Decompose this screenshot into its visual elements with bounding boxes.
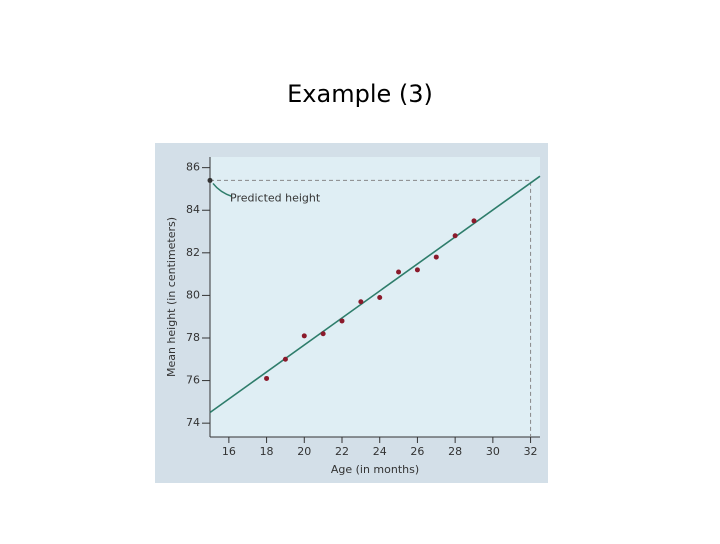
- x-tick-label: 28: [448, 445, 462, 458]
- x-tick-label: 20: [297, 445, 311, 458]
- point: [471, 218, 477, 224]
- x-tick-label: 18: [260, 445, 274, 458]
- plot-area: [210, 157, 540, 437]
- x-tick-label: 24: [373, 445, 387, 458]
- point: [282, 356, 288, 362]
- point: [433, 254, 439, 260]
- annotation: Predicted height: [230, 191, 321, 204]
- point: [320, 331, 326, 337]
- x-axis-label: Age (in months): [331, 463, 419, 476]
- x-tick-label: 22: [335, 445, 349, 458]
- point: [414, 267, 420, 273]
- x-tick-label: 32: [524, 445, 538, 458]
- point: [452, 233, 458, 239]
- x-tick-label: 16: [222, 445, 236, 458]
- point: [264, 375, 270, 381]
- point: [377, 295, 383, 301]
- y-tick-label: 80: [186, 288, 200, 301]
- y-tick-label: 74: [186, 416, 200, 429]
- point: [339, 318, 345, 324]
- y-tick-label: 82: [186, 246, 200, 259]
- y-tick-label: 76: [186, 374, 200, 387]
- y-tick-label: 86: [186, 161, 200, 174]
- fit-line: [209, 175, 541, 414]
- y-axis-label: Mean height (in centimeters): [165, 217, 178, 377]
- y-tick-label: 78: [186, 331, 200, 344]
- x-tick-label: 26: [410, 445, 424, 458]
- point: [396, 269, 402, 275]
- y-tick-label: 84: [186, 203, 200, 216]
- x-tick-label: 30: [486, 445, 500, 458]
- predicted-point: [207, 177, 213, 183]
- annotation-arrow: [212, 182, 233, 198]
- slide-title: Example (3): [287, 80, 433, 108]
- point: [301, 333, 307, 339]
- point: [358, 299, 364, 305]
- predicted-guide: [210, 179, 532, 437]
